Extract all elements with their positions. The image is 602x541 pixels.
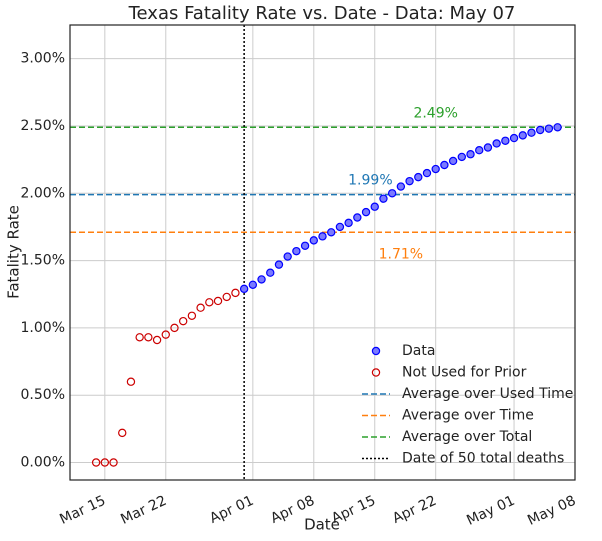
data-point	[335, 222, 345, 232]
data-point	[213, 296, 223, 306]
x-tick-label: Mar 22	[118, 493, 169, 528]
data-point	[466, 150, 475, 159]
legend-label: Date of 50 total deaths	[402, 451, 564, 467]
plot-frame	[69, 24, 576, 481]
data-point	[431, 164, 440, 174]
x-axis-label: Date	[304, 516, 340, 534]
data-point	[274, 260, 284, 269]
legend-marker	[371, 346, 381, 356]
data-point	[501, 136, 510, 145]
data-point	[178, 316, 188, 326]
data-point	[440, 160, 449, 170]
data-point	[544, 124, 554, 133]
legend-marker	[371, 368, 381, 377]
data-point	[318, 232, 327, 241]
data-point	[457, 152, 467, 162]
data-point	[527, 128, 536, 137]
data-point	[509, 133, 519, 143]
y-tick-label: 1.50%	[21, 253, 65, 269]
legend-label: Average over Time	[402, 408, 534, 424]
data-point	[327, 228, 336, 237]
data-point	[187, 311, 197, 320]
data-point	[535, 125, 545, 135]
data-point	[422, 168, 432, 178]
legend-label: Not Used for Prior	[402, 365, 527, 381]
data-point	[91, 458, 101, 467]
data-point	[292, 246, 301, 256]
x-tick-label: Mar 15	[57, 493, 108, 528]
data-point	[152, 335, 162, 345]
data-point	[100, 458, 110, 467]
data-point	[161, 330, 170, 339]
chart-title: Texas Fatality Rate vs. Date - Data: May…	[128, 3, 516, 24]
y-tick-label: 3.00%	[21, 51, 65, 67]
y-tick-label: 0.50%	[21, 387, 65, 403]
data-point	[257, 275, 266, 284]
data-point	[387, 189, 397, 198]
data-point	[266, 268, 275, 277]
data-point	[196, 303, 205, 312]
data-point	[170, 323, 179, 333]
data-point	[361, 207, 371, 217]
legend-label: Average over Total	[402, 429, 532, 445]
data-point	[483, 143, 493, 152]
data-point	[205, 298, 214, 307]
x-tick-label: Apr 22	[390, 493, 439, 527]
data-point	[309, 236, 318, 245]
line-annotation: 1.71%	[379, 246, 423, 262]
x-tick-label: May 01	[464, 493, 517, 529]
data-point	[231, 288, 240, 298]
data-point	[553, 123, 562, 132]
data-point	[118, 428, 127, 438]
data-point	[414, 172, 423, 182]
legend-label: Average over Used Time	[402, 386, 573, 402]
line-annotation: 1.99%	[348, 173, 392, 189]
data-point	[222, 292, 231, 302]
legend-label: Data	[402, 343, 435, 359]
y-tick-label: 2.50%	[21, 118, 65, 134]
data-point	[353, 213, 362, 222]
y-tick-label: 1.00%	[21, 320, 65, 336]
data-point	[126, 377, 136, 386]
data-point	[283, 252, 292, 261]
data-point	[492, 139, 501, 148]
line-annotation: 2.49%	[413, 105, 457, 121]
data-point	[239, 284, 249, 294]
data-point	[396, 182, 406, 191]
x-tick-label: Apr 01	[207, 493, 256, 527]
y-tick-label: 0.00%	[21, 455, 65, 471]
data-point	[475, 145, 484, 155]
data-point	[344, 218, 353, 228]
data-point	[144, 333, 153, 342]
y-tick-label: 2.00%	[21, 185, 65, 201]
data-point	[135, 333, 144, 342]
data-point	[379, 194, 388, 203]
data-point	[518, 131, 527, 140]
data-point	[370, 202, 379, 211]
y-axis-label: Fatality Rate	[5, 205, 23, 299]
x-tick-label: May 08	[525, 493, 578, 529]
data-point	[405, 176, 414, 186]
data-point	[300, 241, 310, 250]
data-point	[248, 280, 258, 290]
data-point	[109, 458, 118, 467]
x-tick-label: Apr 15	[329, 493, 378, 527]
data-point	[448, 156, 458, 166]
